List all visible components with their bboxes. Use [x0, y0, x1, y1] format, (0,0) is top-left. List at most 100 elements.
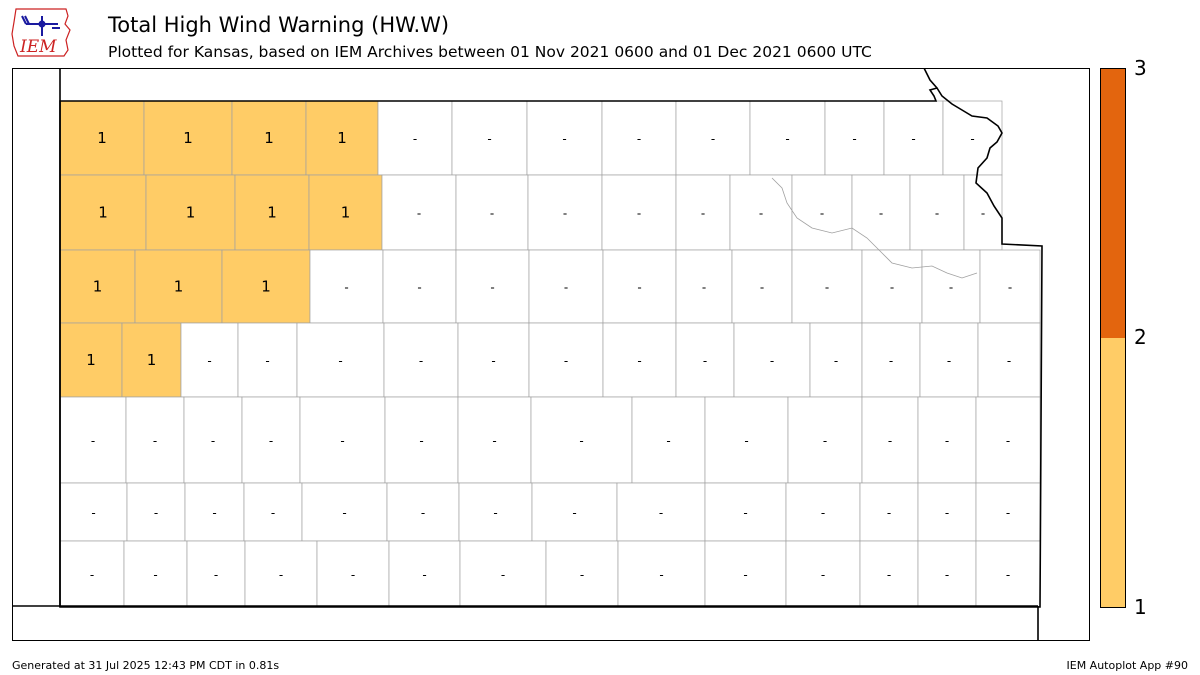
county-empty-label: - — [834, 354, 838, 368]
county-empty-label: - — [91, 434, 95, 448]
county-empty-label: - — [211, 434, 215, 448]
autoplot-app-id: IEM Autoplot App #90 — [1066, 659, 1189, 672]
kansas-county-map: 1 1 1 1 - - - - - - - - - 1 1 1 1 - - - - - - - - - - 1 1 1 - - - - - - - - - -… — [12, 68, 1090, 641]
county-empty-label: - — [887, 568, 891, 582]
county — [243, 482, 303, 542]
county-highlighted — [59, 322, 123, 398]
county-empty-label: - — [153, 568, 157, 582]
county-count-label: 1 — [337, 129, 347, 147]
county-empty-label: - — [417, 281, 421, 295]
county-empty-label: - — [344, 281, 348, 295]
county-empty-label: - — [207, 354, 211, 368]
county-empty-label: - — [703, 354, 707, 368]
plot-subtitle: Plotted for Kansas, based on IEM Archive… — [108, 43, 872, 61]
county-empty-label: - — [1006, 506, 1010, 520]
county — [785, 482, 861, 542]
county — [388, 540, 461, 608]
wind-vane-icon — [21, 15, 60, 36]
county — [975, 482, 1041, 542]
county — [126, 482, 186, 542]
county-empty-label: - — [879, 207, 883, 221]
county-empty-label: - — [889, 354, 893, 368]
county-empty-label: - — [491, 354, 495, 368]
county-highlighted — [234, 174, 310, 251]
county-empty-label: - — [770, 354, 774, 368]
county-empty-label: - — [562, 132, 566, 146]
county — [180, 322, 239, 398]
county-empty-label: - — [563, 207, 567, 221]
county — [526, 100, 603, 176]
colorbar-band-1 — [1100, 338, 1126, 608]
missouri-river-north — [923, 68, 938, 89]
county-empty-label: - — [743, 506, 747, 520]
county-empty-label: - — [564, 354, 568, 368]
county — [631, 396, 706, 484]
county — [296, 322, 385, 398]
county — [851, 174, 911, 251]
county-empty-label: - — [340, 434, 344, 448]
county — [975, 396, 1041, 484]
county-empty-label: - — [659, 506, 663, 520]
county-empty-label: - — [637, 207, 641, 221]
county-empty-label: - — [945, 434, 949, 448]
county — [704, 396, 789, 484]
county-empty-label: - — [701, 207, 705, 221]
county — [382, 249, 457, 324]
county — [531, 482, 618, 542]
county — [125, 396, 185, 484]
county — [917, 540, 977, 608]
county — [917, 482, 977, 542]
county — [675, 322, 735, 398]
county-labels: 1 1 1 1 - - - - - - - - - 1 1 1 1 - - - - - - - - - - 1 1 1 - - - - - - - - - -… — [86, 129, 1012, 582]
county-empty-label: - — [759, 207, 763, 221]
county — [733, 322, 811, 398]
county-empty-label: - — [579, 434, 583, 448]
county-empty-label: - — [821, 506, 825, 520]
county — [602, 322, 677, 398]
county — [861, 396, 919, 484]
county-empty-label: - — [945, 506, 949, 520]
county — [977, 322, 1041, 398]
county-empty-label: - — [1006, 568, 1010, 582]
county-empty-label: - — [153, 434, 157, 448]
county-empty-label: - — [637, 354, 641, 368]
county-count-label: 1 — [267, 204, 277, 222]
county-empty-label: - — [949, 281, 953, 295]
county-highlighted — [59, 174, 147, 251]
county-empty-label: - — [421, 506, 425, 520]
county-empty-label: - — [271, 506, 275, 520]
county — [616, 482, 706, 542]
county-empty-label: - — [490, 281, 494, 295]
county-empty-label: - — [265, 354, 269, 368]
county-empty-label: - — [702, 281, 706, 295]
county-count-label: 1 — [186, 204, 196, 222]
county — [883, 100, 944, 176]
county — [299, 396, 386, 484]
county-empty-label: - — [760, 281, 764, 295]
county-empty-label: - — [487, 132, 491, 146]
county-count-label: 1 — [97, 129, 107, 147]
county — [381, 174, 457, 251]
county-empty-label: - — [413, 132, 417, 146]
colorbar-band-2 — [1100, 68, 1126, 338]
county-empty-label: - — [970, 132, 974, 146]
county-empty-label: - — [1008, 281, 1012, 295]
county — [244, 540, 318, 608]
county — [123, 540, 188, 608]
county — [545, 540, 619, 608]
county-empty-label: - — [947, 354, 951, 368]
county-empty-label: - — [1006, 434, 1010, 448]
county-empty-label: - — [1007, 354, 1011, 368]
generated-timestamp: Generated at 31 Jul 2025 12:43 PM CDT in… — [12, 659, 280, 672]
county-empty-label: - — [743, 568, 747, 582]
county-empty-label: - — [887, 506, 891, 520]
county — [859, 540, 919, 608]
county-empty-label: - — [823, 434, 827, 448]
kansas-border — [59, 87, 1043, 608]
county-count-label: 1 — [147, 351, 157, 369]
county-empty-label: - — [338, 354, 342, 368]
county-empty-label: - — [821, 568, 825, 582]
state-borders — [12, 68, 1043, 641]
county-count-label: 1 — [86, 351, 96, 369]
county-highlighted — [308, 174, 383, 251]
